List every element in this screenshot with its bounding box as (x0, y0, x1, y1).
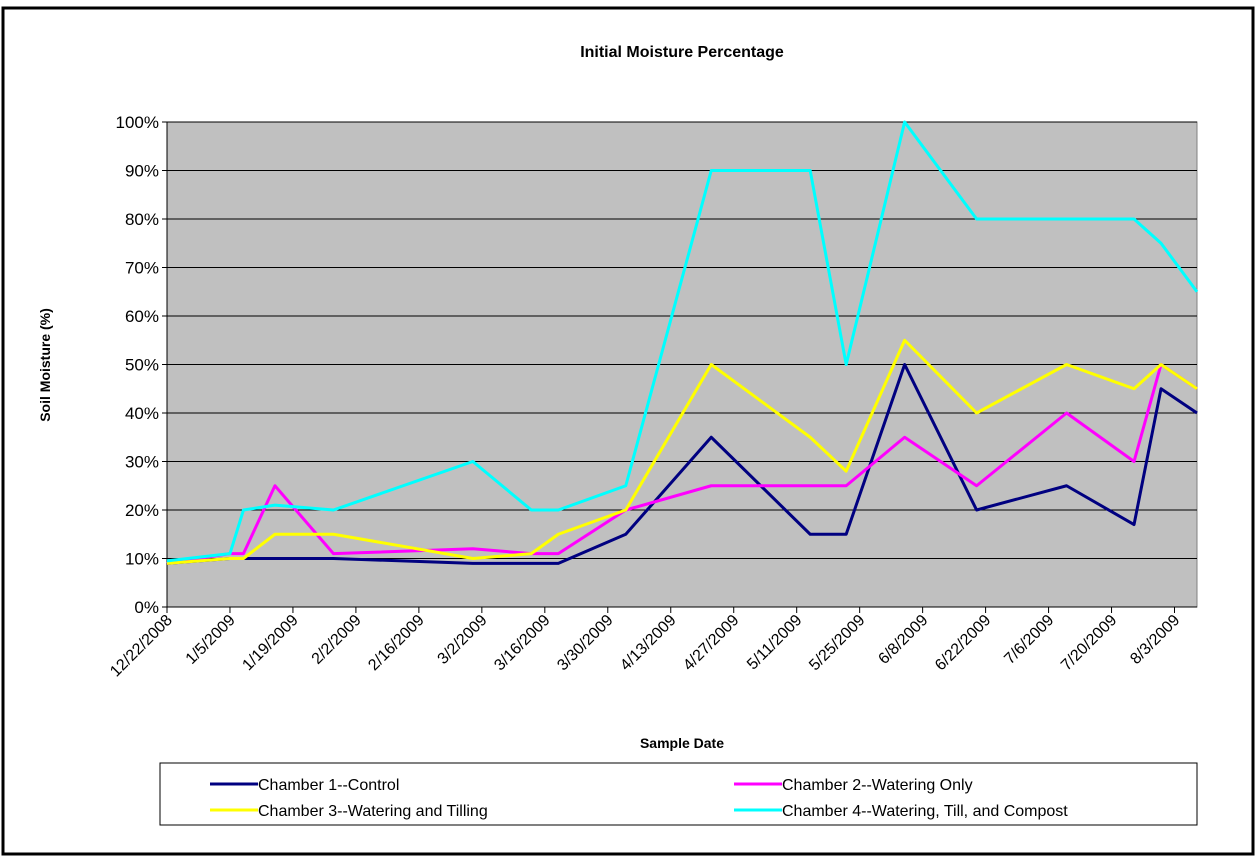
legend-label: Chamber 1--Control (258, 777, 399, 794)
y-tick-label: 20% (125, 501, 159, 520)
y-tick-label: 100% (116, 113, 159, 132)
y-tick-label: 50% (125, 356, 159, 375)
y-tick-label: 90% (125, 162, 159, 181)
series-line (166, 338, 1198, 565)
y-tick-label: 80% (125, 210, 159, 229)
y-tick-label: 40% (125, 404, 159, 423)
y-tick-label: 10% (125, 550, 159, 569)
y-tick-label: 0% (134, 598, 159, 617)
legend-label: Chamber 2--Watering Only (782, 777, 973, 794)
legend-label: Chamber 4--Watering, Till, and Compost (782, 803, 1068, 820)
series-line (166, 363, 1198, 565)
series-line (166, 120, 1199, 563)
chart-title: Initial Moisture Percentage (580, 44, 784, 61)
y-tick-label: 30% (125, 453, 159, 472)
legend-label: Chamber 3--Watering and Tilling (258, 803, 488, 820)
legend-box (159, 762, 1198, 826)
x-axis-label: Sample Date (640, 735, 724, 751)
y-tick-label: 70% (125, 259, 159, 278)
series-line (166, 363, 1198, 565)
y-tick-label: 60% (125, 307, 159, 326)
y-axis-label: Soil Moisture (%) (37, 308, 53, 422)
